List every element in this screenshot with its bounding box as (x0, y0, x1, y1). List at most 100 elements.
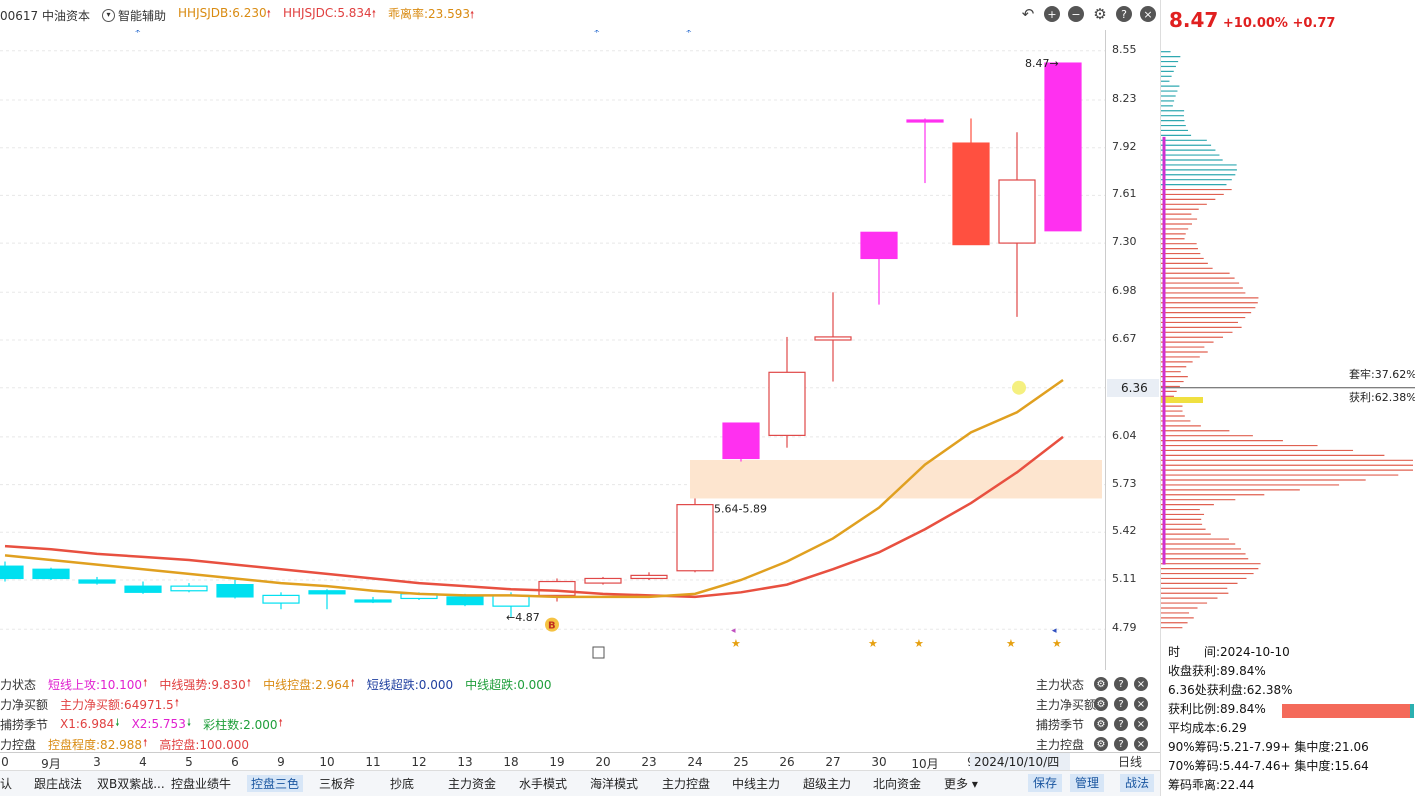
ma-line-orange (4, 378, 1064, 599)
flag-marker-icon: ◂ (1052, 626, 1057, 636)
strategy-tab[interactable]: 双B双紫战... (97, 777, 165, 791)
close-icon[interactable]: × (1134, 697, 1148, 711)
candle-body (446, 596, 484, 606)
avg-cost-marker (1161, 397, 1203, 403)
help-icon[interactable]: ? (1114, 677, 1128, 691)
gear-icon[interactable]: ⚙ (1094, 677, 1108, 691)
note-icon (592, 646, 605, 659)
zone-price-label: 5.64-5.89 (714, 502, 767, 515)
indicator-name[interactable]: 主力净买额 (1036, 697, 1097, 712)
date-axis: 09月345691011121318192023242526273010月9 (0, 752, 1160, 771)
flag-marker-icon: ◂ (731, 626, 736, 636)
strategy-tab[interactable]: 海洋模式 (590, 777, 639, 791)
hhjsjdb-value: HHJSJDB:6.230🠕 (178, 6, 271, 24)
asterisk-marker-icon: * (686, 30, 692, 39)
date-tick: 24 (687, 755, 703, 769)
strategy-tab[interactable]: 三板斧 (319, 777, 356, 791)
stock-name[interactable]: 00617 中油资本 (0, 8, 90, 23)
price-tick: 5.11 (1112, 572, 1137, 585)
strategy-tab[interactable]: 中线主力 (732, 777, 781, 791)
strategy-tab[interactable]: 更多 ▾ (944, 777, 978, 791)
strategy-tab[interactable]: 北向资金 (873, 777, 922, 791)
price-tick: 6.98 (1112, 284, 1137, 298)
deviation-text: 乖离率:23.593 (388, 7, 471, 21)
date-tick: 30 (871, 755, 887, 769)
help-icon[interactable]: ? (1114, 697, 1128, 711)
indicator-value: 力净买额 (0, 697, 49, 712)
price-tick: 6.67 (1112, 332, 1137, 345)
strategy-tab[interactable]: 水手模式 (519, 777, 568, 791)
high-price-label: 8.47→ (1025, 57, 1059, 70)
strategy-tab[interactable]: 控盘业绩牛 (171, 777, 232, 791)
close-icon[interactable]: × (1134, 737, 1148, 751)
indicator-name[interactable]: 主力状态 (1036, 677, 1085, 692)
date-tick: 9 (277, 755, 285, 769)
candle-body (78, 579, 116, 584)
date-tick: 6 (231, 755, 239, 769)
arrow-up-icon: 🠕 (350, 677, 355, 689)
star-icon: ★ (1052, 637, 1062, 650)
hhjsjdc-value: HHJSJDC:5.834🠕 (283, 6, 376, 24)
indicator-controls: ⚙? × (1094, 737, 1148, 751)
help-icon[interactable]: ? (1116, 6, 1132, 22)
zoom-out-icon[interactable]: − (1068, 6, 1084, 22)
price-tick: 6.04 (1112, 428, 1137, 442)
indicator-value: 短线超跌:0.000 (366, 677, 454, 692)
manage-button[interactable]: 管理 (1070, 774, 1105, 792)
indicator-name[interactable]: 捕捞季节 (1036, 717, 1085, 732)
price-quote: 8.47 +10.00% +0.77 (1169, 8, 1335, 32)
date-tick: 10月 (911, 757, 939, 771)
indicator-row: 力控盘 控盘程度:82.988 🠕 高控盘:100.000 主力控盘 ⚙? × (0, 734, 1160, 754)
tactics-button[interactable]: 战法 (1120, 774, 1155, 792)
indicator-row: 力净买额 主力净买额:64971.5 🠕 主力净买额 ⚙? × (0, 694, 1160, 714)
star-icon: ★ (868, 637, 878, 650)
candle-body (308, 590, 346, 595)
chart-toolbar: ↶ + − ⚙ ? × (1020, 6, 1156, 22)
dropdown-icon[interactable]: ▾ (102, 8, 115, 22)
candle-body (998, 179, 1036, 244)
help-icon[interactable]: ? (1114, 717, 1128, 731)
zoom-in-icon[interactable]: + (1044, 6, 1060, 22)
current-price-tick: 6.36 (1107, 378, 1159, 397)
save-button[interactable]: 保存 (1028, 774, 1063, 792)
gear-icon[interactable]: ⚙ (1094, 717, 1108, 731)
undo-icon[interactable]: ↶ (1021, 4, 1035, 23)
indicator-controls: ⚙? × (1094, 677, 1148, 691)
strategy-tab[interactable]: 抄底 (390, 777, 415, 791)
candle-body (0, 565, 24, 580)
chip-distribution-panel: 8.47 +10.00% +0.77 套牢:37.62% 获利:62.38% 时… (1160, 0, 1415, 796)
gear-icon[interactable]: ⚙ (1094, 737, 1108, 751)
candle-body (722, 422, 760, 460)
price-tick: 8.23 (1112, 92, 1137, 105)
close-icon[interactable]: × (1140, 6, 1156, 22)
arrow-up-icon: 🠕 (174, 697, 179, 709)
kline-chart[interactable]: 8.47→ ←4.87 5.64-5.89 B ★ ★ ★ ★ ★ * * * ◂ ◂ (0, 30, 1105, 670)
ma-line-red (4, 435, 1064, 599)
arrow-up-icon: 🠕 (278, 717, 283, 729)
date-tick: 27 (825, 755, 841, 769)
gear-icon[interactable]: ⚙ (1093, 4, 1107, 23)
strategy-tab[interactable]: 主力资金 (448, 777, 497, 791)
gear-icon[interactable]: ⚙ (1094, 697, 1108, 711)
indicator-controls: ⚙? × (1094, 697, 1148, 711)
price-tick: 7.92 (1112, 139, 1137, 153)
help-icon[interactable]: ? (1114, 737, 1128, 751)
arrow-up-icon: 🠕 (143, 677, 148, 689)
date-tick: 5 (185, 755, 193, 769)
arrow-up-icon: 🠕 (246, 677, 252, 689)
strategy-tab[interactable]: 控盘三色 (247, 775, 304, 792)
candle-body (170, 585, 208, 592)
period-daily-button[interactable]: 日线 (1118, 755, 1143, 769)
smart-aux[interactable]: ▾ 智能辅助 (102, 7, 166, 24)
strategy-tab[interactable]: 主力控盘 (662, 777, 711, 791)
close-icon[interactable]: × (1134, 677, 1148, 691)
candle-body (814, 336, 852, 341)
candle-body (262, 594, 300, 604)
strategy-tab[interactable]: 超级主力 (803, 777, 852, 791)
strategy-tab[interactable]: 认 (0, 777, 13, 791)
indicator-name[interactable]: 主力控盘 (1036, 737, 1085, 752)
indicator-row: 捕捞季节 X1:6.984 🠗 X2:5.753 🠗 彩柱数:2.000 🠕 捕捞季节 ⚙? × (0, 714, 1160, 734)
strategy-tab[interactable]: 跟庄战法 (34, 777, 83, 791)
close-icon[interactable]: × (1134, 717, 1148, 731)
